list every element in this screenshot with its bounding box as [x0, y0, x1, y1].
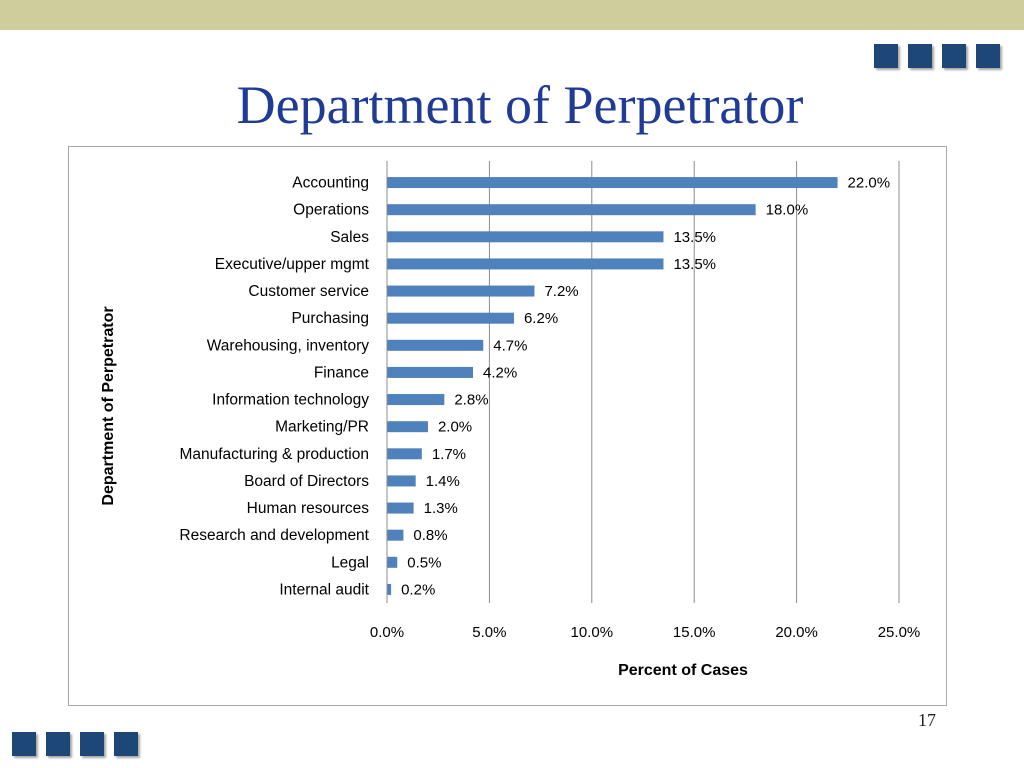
bar: [387, 231, 664, 243]
data-label: 6.2%: [524, 310, 558, 327]
category-label: Manufacturing & production: [179, 446, 369, 463]
bar: [387, 339, 484, 351]
x-tick-label: 25.0%: [878, 624, 921, 641]
category-label: Legal: [331, 554, 369, 571]
bar: [387, 529, 404, 541]
category-label: Operations: [293, 202, 369, 219]
x-tick-label: 20.0%: [775, 624, 818, 641]
bar: [387, 366, 474, 378]
decor-square: [942, 44, 966, 68]
decor-square: [80, 732, 104, 756]
x-tick-label: 15.0%: [673, 624, 716, 641]
data-label: 4.7%: [493, 337, 527, 354]
category-label: Research and development: [179, 527, 369, 544]
page-number: 17: [918, 710, 936, 730]
category-label: Customer service: [248, 283, 369, 300]
data-label: 1.4%: [426, 473, 460, 490]
data-label: 13.5%: [673, 256, 716, 273]
bar: [387, 475, 416, 487]
category-label: Marketing/PR: [275, 419, 369, 436]
chart-frame: 0.0% 5.0% 10.0% 15.0% 20.0% 25.0% Accounting 22…: [68, 146, 947, 706]
top-decor-squares: [874, 44, 1000, 68]
data-label: 13.5%: [673, 229, 716, 246]
bar: [387, 177, 838, 189]
x-tick-label: 5.0%: [472, 624, 506, 641]
decor-square: [908, 44, 932, 68]
category-label: Accounting: [292, 175, 369, 192]
bar: [387, 394, 445, 406]
y-axis-title: Department of Perpetrator: [100, 306, 117, 505]
decor-square: [46, 732, 70, 756]
bar: [387, 285, 535, 297]
data-label: 18.0%: [766, 202, 809, 219]
category-label: Board of Directors: [244, 473, 369, 490]
data-label: 0.2%: [401, 581, 435, 598]
bottom-decor-squares: [12, 732, 138, 756]
category-label: Executive/upper mgmt: [215, 256, 370, 273]
x-axis-title: Percent of Cases: [618, 662, 748, 679]
data-label: 1.3%: [424, 500, 458, 517]
bar: [387, 448, 422, 460]
data-label: 7.2%: [544, 283, 578, 300]
data-label: 1.7%: [432, 446, 466, 463]
bar: [387, 421, 428, 433]
category-label: Internal audit: [279, 581, 369, 598]
data-label: 2.0%: [438, 419, 472, 436]
category-label: Finance: [314, 364, 369, 381]
x-tick-label: 10.0%: [571, 624, 614, 641]
data-label: 2.8%: [454, 392, 488, 409]
data-label: 0.8%: [413, 527, 447, 544]
bar: [387, 204, 756, 216]
x-tick-label: 0.0%: [370, 624, 404, 641]
bar: [387, 583, 392, 595]
category-label: Purchasing: [291, 310, 369, 327]
category-label: Human resources: [247, 500, 370, 517]
bar: [387, 258, 664, 270]
decor-square: [874, 44, 898, 68]
top-decor-band: [0, 0, 1024, 30]
category-label: Sales: [330, 229, 369, 246]
decor-square: [114, 732, 138, 756]
category-label: Information technology: [212, 392, 369, 409]
data-label: 22.0%: [848, 175, 891, 192]
bar: [387, 556, 398, 568]
bar: [387, 312, 514, 324]
data-label: 0.5%: [407, 554, 441, 571]
decor-square: [12, 732, 36, 756]
bar: [387, 502, 414, 514]
slide-title: Department of Perpetrator: [236, 75, 804, 135]
decor-square: [976, 44, 1000, 68]
bar-chart: 0.0% 5.0% 10.0% 15.0% 20.0% 25.0% Accounting 22…: [100, 161, 921, 679]
category-label: Warehousing, inventory: [207, 337, 370, 354]
data-label: 4.2%: [483, 364, 517, 381]
